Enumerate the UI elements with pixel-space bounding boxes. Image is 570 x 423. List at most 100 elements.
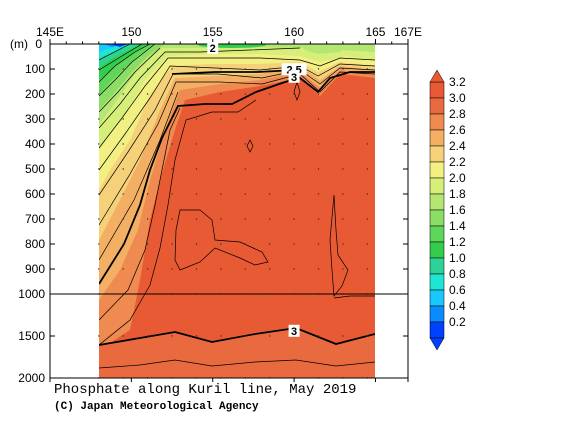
x-tick-label: 150 [121,25,141,39]
contour-deep-thin [99,359,375,369]
colorbar-swatch [429,97,445,115]
station-dot [220,268,222,270]
contour-inner-2 [99,99,257,346]
contour-west-8 [99,63,375,171]
station-dot [342,118,344,120]
y-tick-label: 100 [25,62,45,76]
colorbar-swatch [429,145,445,163]
station-dot [98,218,100,220]
contour-closed-1 [174,209,269,271]
y-tick-label: 600 [25,187,45,201]
colorbar-label: 1.6 [449,203,466,217]
station-dot [268,268,271,270]
station-dot [146,118,149,120]
station-dot [171,268,173,270]
colorbar-label: 0.2 [449,315,466,329]
colorbar-label: 2.2 [449,155,466,169]
station-dot [268,193,271,195]
station-dot [244,268,246,270]
colorbar-label: 1.2 [449,235,466,249]
station-dot [220,168,222,170]
station-dot [342,143,344,145]
station-dot [122,68,124,70]
x-axis: 145E 150 155 160 165 167E [36,25,422,382]
station-dot [146,268,149,270]
station-dot [195,143,198,145]
station-dot [122,168,124,170]
station-dot [244,335,246,337]
y-tick-label: 1500 [18,329,45,343]
contour-west-1 [99,44,131,61]
colorbar-label: 1.8 [449,187,466,201]
x-tick-label: 165 [365,25,385,39]
colorbar-swatch [429,257,445,275]
fill-deep-3-0 [99,328,375,378]
station-dot [366,68,369,70]
station-dot [122,193,124,195]
station-dot [268,93,271,95]
fill-pocket-east [300,44,350,54]
colorbar-swatch [429,193,445,211]
station-dot [220,68,222,70]
colorbar-swatch [429,305,445,323]
station-dot [98,243,100,245]
contour-west-10 [99,71,375,226]
colorbar-swatch [429,321,445,339]
station-dot [268,143,271,145]
station-dot [293,243,295,245]
station-dot [317,143,320,145]
station-dot [98,168,100,170]
y-tick-label: 0 [35,37,42,51]
station-dot [244,218,246,220]
station-dot [98,68,100,70]
station-dot [268,68,271,70]
section-fill [99,44,375,378]
colorbar-swatch [429,129,445,147]
station-dot [317,93,320,95]
contour-west-5 [99,47,161,113]
station-dot [195,68,198,70]
station-dot [342,168,344,170]
colorbar-label: 1.4 [449,219,466,233]
station-dot [171,143,173,145]
station-dot [366,143,369,145]
colorbar-arrow-top [429,69,445,83]
contour-small-1 [246,139,254,153]
station-dot [317,335,320,337]
station-dot [146,168,149,170]
station-dot [122,118,124,120]
colorbar-label: 2.0 [449,171,466,185]
station-dot [98,193,100,195]
contour-west-11 [99,91,179,261]
y-tick-label: 400 [25,137,45,151]
contour-lines [99,44,375,369]
contour-label-bg [207,42,219,54]
station-dot [171,68,173,70]
station-dot [317,118,320,120]
station-dot [195,193,198,195]
contour-label-bg [288,324,300,337]
colorbar-label: 2.8 [449,107,466,121]
station-dot [268,218,271,220]
station-dot [171,93,173,95]
station-dot [195,93,198,95]
station-dot [220,335,222,337]
contour-labels: 22.533 [207,42,307,338]
colorbar-swatch [429,81,445,99]
station-dot [342,68,344,70]
station-dot [171,168,173,170]
y-axis-unit-label: (m) [10,37,28,51]
y-tick-label: 200 [25,87,45,101]
colorbar-swatch [429,161,445,179]
colorbar-label: 2.4 [449,139,466,153]
y-tick-label: 300 [25,112,45,126]
fill-surface-0-2 [110,44,128,47]
station-dot [244,143,246,145]
colorbar-swatch [429,177,445,195]
x-tick-label: 160 [284,25,304,39]
station-dot [317,168,320,170]
station-dot [268,118,271,120]
station-dot [342,218,344,220]
station-dot [342,243,344,245]
